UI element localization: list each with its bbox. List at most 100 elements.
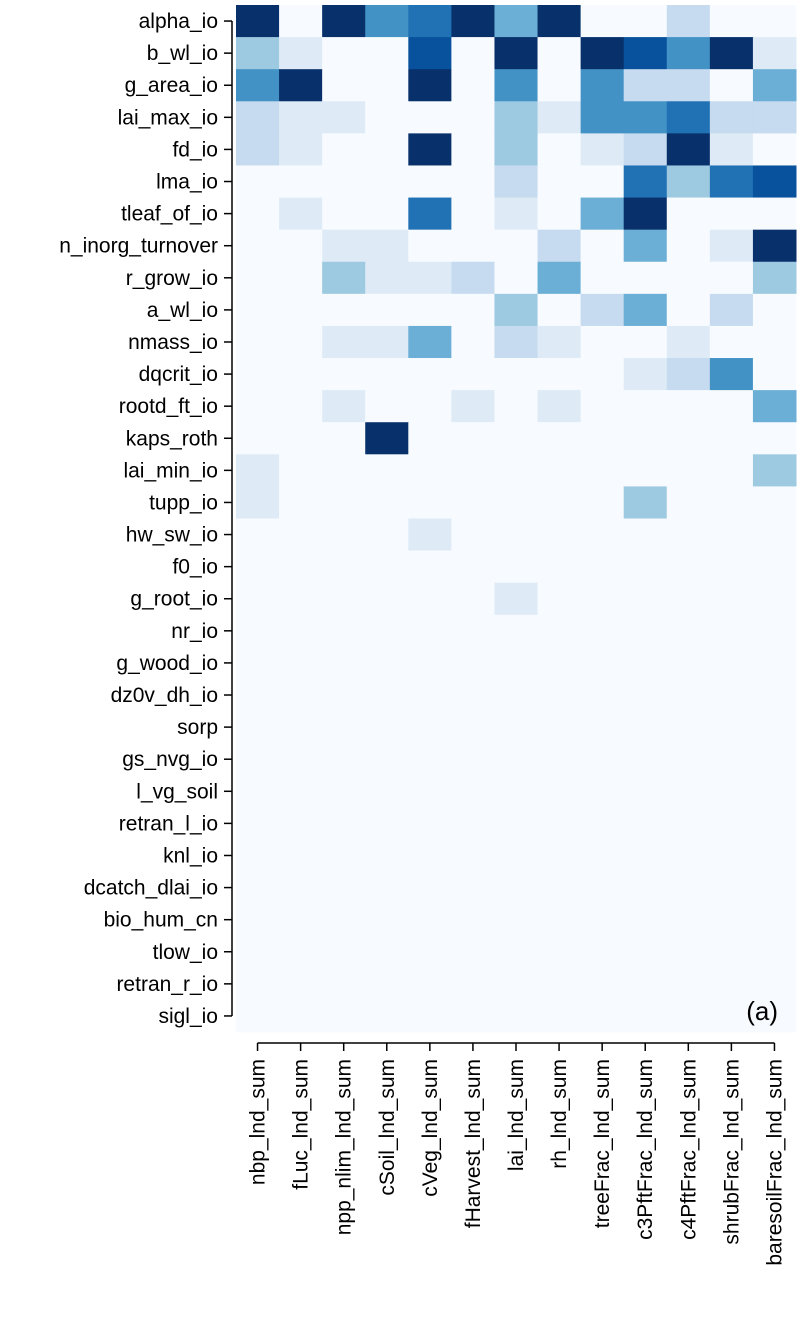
heatmap-cell-rootd_ft_io-shrubFrac_lnd_sum: [709, 390, 754, 423]
heatmap-cell-dqcrit_io-baresoilFrac_lnd_sum: [752, 358, 797, 391]
heatmap-cell-n_inorg_turnover-fLuc_lnd_sum: [279, 229, 323, 263]
heatmap-cell-sorp-treeFrac_lnd_sum: [580, 711, 625, 744]
heatmap-cell-gs_nvg_io-c4PftFrac_lnd_sum: [666, 743, 711, 776]
heatmap-cell-tleaf_of_io-fHarvest_lnd_sum: [451, 197, 495, 231]
heatmap-cell-dqcrit_io-rh_lnd_sum: [537, 358, 582, 391]
panel-label: (a): [746, 996, 778, 1026]
heatmap-cell-tlow_io-fHarvest_lnd_sum: [451, 935, 495, 969]
heatmap-cell-tupp_io-treeFrac_lnd_sum: [580, 486, 625, 519]
heatmap-cell-l_vg_soil-fHarvest_lnd_sum: [451, 775, 495, 808]
heatmap-cell-tlow_io-c3PftFrac_lnd_sum: [623, 935, 668, 969]
y-tick-label-gs_nvg_io: gs_nvg_io: [122, 748, 218, 771]
x-axis: nbp_lnd_sum fLuc_lnd_sum npp_nlim_lnd_sum c…: [247, 1042, 786, 1266]
heatmap-cell-knl_io-nbp_lnd_sum: [236, 839, 280, 873]
heatmap-cell-dz0v_dh_io-shrubFrac_lnd_sum: [709, 678, 754, 712]
heatmap-cell-knl_io-cVeg_lnd_sum: [408, 839, 452, 873]
heatmap-cell-a_wl_io-lai_lnd_sum: [494, 293, 539, 327]
heatmap-cell-r_grow_io-c3PftFrac_lnd_sum: [623, 261, 668, 295]
heatmap-cell-f0_io-c3PftFrac_lnd_sum: [623, 550, 668, 584]
heatmap-cell-tleaf_of_io-c3PftFrac_lnd_sum: [623, 197, 668, 231]
heatmap-cell-nmass_io-baresoilFrac_lnd_sum: [752, 325, 797, 359]
heatmap-cell-gs_nvg_io-c3PftFrac_lnd_sum: [623, 743, 668, 776]
heatmap-cell-sorp-npp_nlim_lnd_sum: [322, 711, 366, 744]
heatmap-cell-dcatch_dlai_io-shrubFrac_lnd_sum: [709, 871, 754, 905]
heatmap-cell-gs_nvg_io-fLuc_lnd_sum: [279, 743, 323, 776]
heatmap-cell-fd_io-c4PftFrac_lnd_sum: [666, 133, 711, 166]
heatmap-cell-n_inorg_turnover-c3PftFrac_lnd_sum: [623, 229, 668, 263]
heatmap-cell-g_root_io-c3PftFrac_lnd_sum: [623, 582, 668, 616]
heatmap-cell-knl_io-cSoil_lnd_sum: [365, 839, 409, 873]
heatmap-cell-lai_min_io-c3PftFrac_lnd_sum: [623, 454, 668, 487]
heatmap-cell-b_wl_io-shrubFrac_lnd_sum: [709, 37, 754, 70]
heatmap-cell-knl_io-baresoilFrac_lnd_sum: [752, 839, 797, 873]
heatmap-cell-dcatch_dlai_io-cVeg_lnd_sum: [408, 871, 452, 905]
x-tick-label-fHarvest_lnd_sum: fHarvest_lnd_sum: [462, 1059, 485, 1228]
heatmap-cell-retran_l_io-cSoil_lnd_sum: [365, 807, 409, 840]
heatmap-cell-dcatch_dlai_io-lai_lnd_sum: [494, 871, 539, 905]
heatmap-cell-kaps_roth-fLuc_lnd_sum: [279, 422, 323, 455]
heatmap-cell-f0_io-c4PftFrac_lnd_sum: [666, 550, 711, 584]
heatmap-cell-dcatch_dlai_io-fLuc_lnd_sum: [279, 871, 323, 905]
heatmap-cell-a_wl_io-fHarvest_lnd_sum: [451, 293, 495, 327]
heatmap-cell-sorp-shrubFrac_lnd_sum: [709, 711, 754, 744]
heatmap-cell-r_grow_io-fHarvest_lnd_sum: [451, 261, 495, 295]
heatmap-cell-tupp_io-nbp_lnd_sum: [236, 486, 280, 519]
heatmap-cell-g_wood_io-treeFrac_lnd_sum: [580, 646, 625, 680]
heatmap-cell-rootd_ft_io-c3PftFrac_lnd_sum: [623, 390, 668, 423]
heatmap-cell-dcatch_dlai_io-rh_lnd_sum: [537, 871, 582, 905]
heatmap-cell-knl_io-c4PftFrac_lnd_sum: [666, 839, 711, 873]
heatmap-cell-n_inorg_turnover-c4PftFrac_lnd_sum: [666, 229, 711, 263]
heatmap-cell-l_vg_soil-fLuc_lnd_sum: [279, 775, 323, 808]
heatmap-cell-nr_io-fHarvest_lnd_sum: [451, 614, 495, 648]
heatmap-cell-sigl_io-treeFrac_lnd_sum: [580, 999, 625, 1033]
heatmap-cell-tupp_io-c3PftFrac_lnd_sum: [623, 486, 668, 519]
heatmap-cell-alpha_io-rh_lnd_sum: [537, 5, 582, 38]
heatmap-cell-dz0v_dh_io-treeFrac_lnd_sum: [580, 678, 625, 712]
heatmap-cell-g_area_io-shrubFrac_lnd_sum: [709, 69, 754, 102]
heatmap-cell-bio_hum_cn-c3PftFrac_lnd_sum: [623, 903, 668, 937]
heatmap-cell-rootd_ft_io-rh_lnd_sum: [537, 390, 582, 423]
heatmap-cell-lai_max_io-npp_nlim_lnd_sum: [322, 101, 366, 134]
heatmap-cell-alpha_io-fHarvest_lnd_sum: [451, 5, 495, 38]
heatmap-cell-dz0v_dh_io-rh_lnd_sum: [537, 678, 582, 712]
y-tick-label-a_wl_io: a_wl_io: [147, 299, 218, 322]
heatmap-cell-rootd_ft_io-lai_lnd_sum: [494, 390, 539, 423]
heatmap-cell-lai_max_io-baresoilFrac_lnd_sum: [752, 101, 797, 134]
x-tick-label-c3PftFrac_lnd_sum: c3PftFrac_lnd_sum: [634, 1059, 657, 1240]
heatmap-cell-dz0v_dh_io-cSoil_lnd_sum: [365, 678, 409, 712]
heatmap-cell-kaps_roth-treeFrac_lnd_sum: [580, 422, 625, 455]
heatmap-cell-nmass_io-treeFrac_lnd_sum: [580, 325, 625, 359]
y-tick-label-tupp_io: tupp_io: [149, 491, 218, 514]
y-tick-label-r_grow_io: r_grow_io: [126, 267, 218, 290]
heatmap-cell-tlow_io-rh_lnd_sum: [537, 935, 582, 969]
heatmap-cell-lai_min_io-treeFrac_lnd_sum: [580, 454, 625, 487]
heatmap-cell-dz0v_dh_io-nbp_lnd_sum: [236, 678, 280, 712]
heatmap-cell-tupp_io-cVeg_lnd_sum: [408, 486, 452, 519]
heatmap-cell-fd_io-c3PftFrac_lnd_sum: [623, 133, 668, 166]
heatmap-cell-rootd_ft_io-cSoil_lnd_sum: [365, 390, 409, 423]
heatmap-cell-tupp_io-baresoilFrac_lnd_sum: [752, 486, 797, 519]
heatmap-cell-rootd_ft_io-npp_nlim_lnd_sum: [322, 390, 366, 423]
heatmap-cell-nmass_io-cSoil_lnd_sum: [365, 325, 409, 359]
heatmap-cell-g_root_io-nbp_lnd_sum: [236, 582, 280, 616]
heatmap-cell-tlow_io-lai_lnd_sum: [494, 935, 539, 969]
heatmap-cell-fd_io-npp_nlim_lnd_sum: [322, 133, 366, 166]
heatmap-cell-n_inorg_turnover-baresoilFrac_lnd_sum: [752, 229, 797, 263]
heatmap-cell-bio_hum_cn-fLuc_lnd_sum: [279, 903, 323, 937]
heatmap-cell-lai_max_io-rh_lnd_sum: [537, 101, 582, 134]
heatmap-cell-tleaf_of_io-npp_nlim_lnd_sum: [322, 197, 366, 231]
heatmap-cell-l_vg_soil-cSoil_lnd_sum: [365, 775, 409, 808]
heatmap-cell-hw_sw_io-nbp_lnd_sum: [236, 518, 280, 552]
heatmap-cell-sorp-fLuc_lnd_sum: [279, 711, 323, 744]
heatmap-cell-nmass_io-npp_nlim_lnd_sum: [322, 325, 366, 359]
heatmap-cell-lai_max_io-c3PftFrac_lnd_sum: [623, 101, 668, 134]
heatmap-cell-tlow_io-cSoil_lnd_sum: [365, 935, 409, 969]
heatmap-cell-r_grow_io-shrubFrac_lnd_sum: [709, 261, 754, 295]
heatmap-cell-b_wl_io-c3PftFrac_lnd_sum: [623, 37, 668, 70]
y-tick-label-retran_l_io: retran_l_io: [119, 812, 218, 835]
heatmap-cell-dqcrit_io-treeFrac_lnd_sum: [580, 358, 625, 391]
heatmap-cell-a_wl_io-shrubFrac_lnd_sum: [709, 293, 754, 327]
heatmap-cell-kaps_roth-baresoilFrac_lnd_sum: [752, 422, 797, 455]
heatmap-cell-g_root_io-baresoilFrac_lnd_sum: [752, 582, 797, 616]
heatmap-cell-retran_l_io-npp_nlim_lnd_sum: [322, 807, 366, 840]
